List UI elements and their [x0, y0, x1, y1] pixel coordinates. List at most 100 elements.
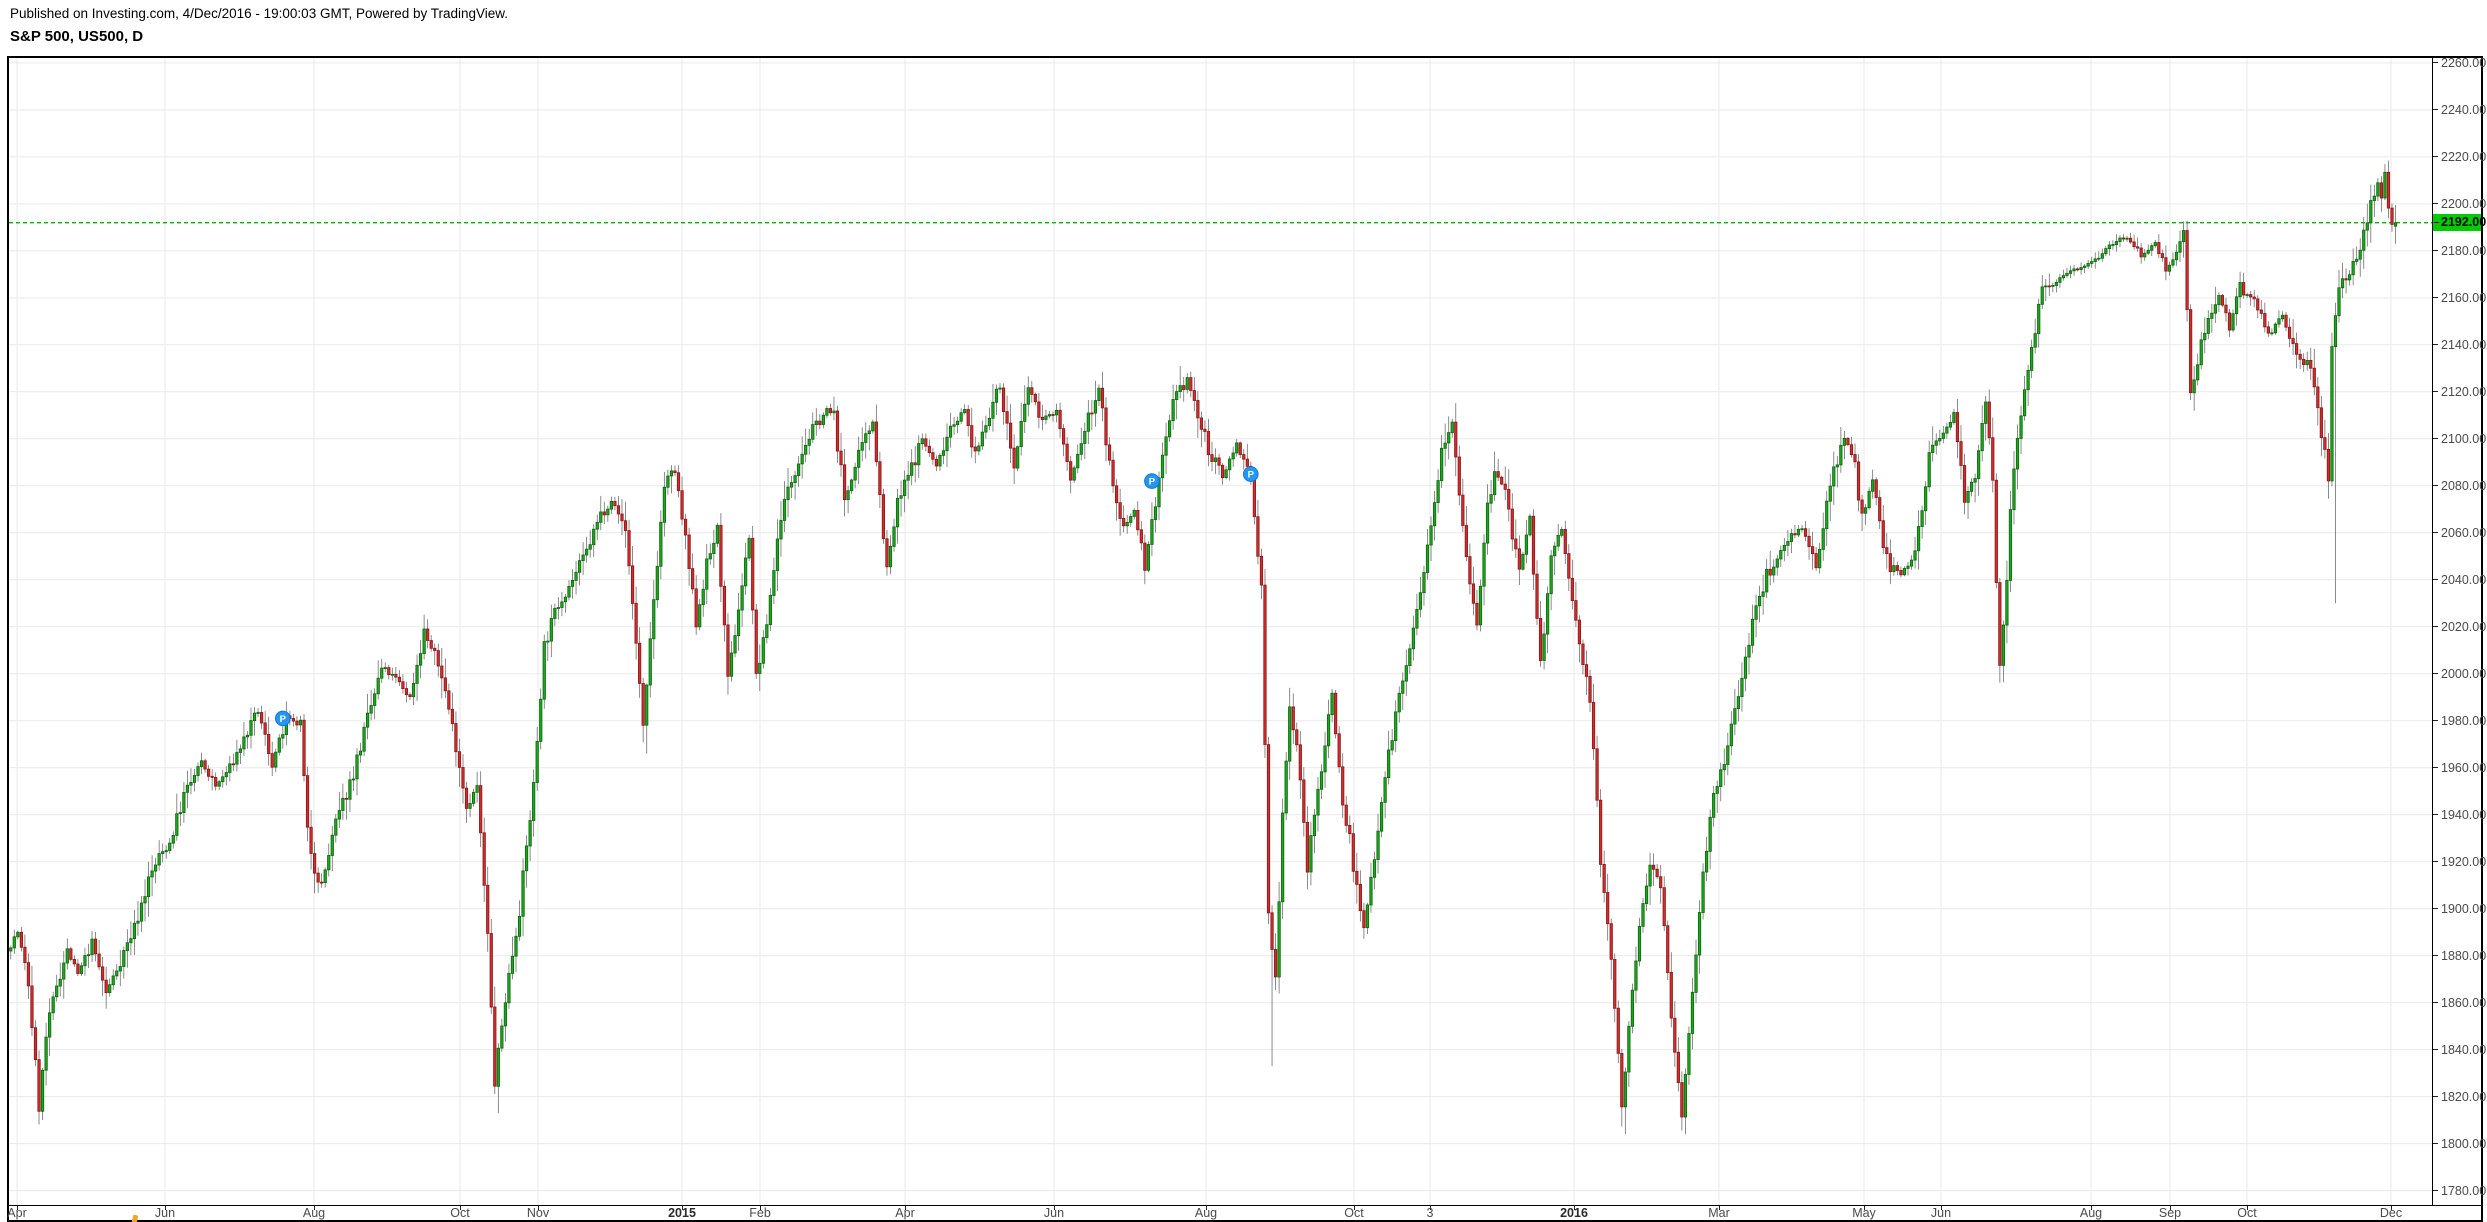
price-tick: [2433, 344, 2438, 346]
price-tick: [2433, 861, 2438, 863]
time-tick: [1719, 1206, 1720, 1210]
time-tick: [165, 1206, 166, 1210]
price-tick: [2433, 532, 2438, 534]
event-marker-label: P: [280, 714, 287, 725]
price-tick-label: 2000.00: [2441, 666, 2487, 681]
time-tick-label: Oct: [450, 1206, 470, 1220]
price-tick-label: 1940.00: [2441, 807, 2487, 822]
price-tick: [2433, 579, 2438, 581]
time-tick: [2091, 1206, 2092, 1210]
time-tick-label: Aug: [302, 1206, 326, 1220]
last-price-tick: [2434, 222, 2439, 224]
time-tick: [760, 1206, 761, 1210]
price-tick-label: 2240.00: [2441, 102, 2487, 117]
price-tick-label: 2020.00: [2441, 619, 2487, 634]
price-tick-label: 2140.00: [2441, 337, 2487, 352]
price-tick-label: 2080.00: [2441, 478, 2487, 493]
time-tick: [1054, 1206, 1055, 1210]
price-tick: [2433, 814, 2438, 816]
price-tick-label: 2120.00: [2441, 384, 2487, 399]
price-tick-label: 2060.00: [2441, 525, 2487, 540]
price-tick: [2433, 1002, 2438, 1004]
time-tick-label: Apr: [895, 1206, 915, 1220]
time-tick-label: Jun: [154, 1206, 176, 1220]
time-tick-label: Sep: [2158, 1206, 2182, 1220]
time-tick: [1574, 1206, 1575, 1210]
chart-frame: P P P 2192.00 1780.00 1800.00 1820.00 1840.00…: [7, 56, 2486, 1222]
price-tick-label: 1880.00: [2441, 948, 2487, 963]
time-tick-label: 2016: [1560, 1206, 1588, 1220]
price-tick-label: 1780.00: [2441, 1183, 2487, 1198]
time-axis[interactable]: Apr Jun Aug Oct Nov 2015 Feb Apr Jun Aug Oct 3 2016 M…: [7, 1205, 2481, 1220]
time-tick-label: Jun: [1930, 1206, 1952, 1220]
time-tick: [2247, 1206, 2248, 1210]
time-tick: [1864, 1206, 1865, 1210]
event-marker-label: P: [1149, 477, 1156, 488]
price-tick: [2433, 156, 2438, 158]
price-tick: [2433, 955, 2438, 957]
event-marker[interactable]: P: [1243, 466, 1259, 482]
event-marker[interactable]: P: [1144, 473, 1160, 489]
time-tick-label: Apr: [7, 1206, 27, 1220]
price-tick: [2433, 626, 2438, 628]
time-tick-label: 2015: [668, 1206, 696, 1220]
logo-text: Investing: [33, 1214, 148, 1222]
investingcom-logo[interactable]: Investing.com: [33, 1214, 197, 1222]
chart-plot[interactable]: P P P: [9, 58, 2433, 1205]
time-tick: [905, 1206, 906, 1210]
price-tick-label: 2040.00: [2441, 572, 2487, 587]
price-tick: [2433, 908, 2438, 910]
time-tick-label: Aug: [2079, 1206, 2103, 1220]
time-tick-label: Oct: [1344, 1206, 1364, 1220]
price-tick: [2433, 1143, 2438, 1145]
time-tick: [1430, 1206, 1431, 1210]
price-tick: [2433, 297, 2438, 299]
price-tick: [2433, 485, 2438, 487]
price-tick: [2433, 1190, 2438, 1192]
time-tick-label: May: [1852, 1206, 1876, 1220]
price-tick: [2433, 720, 2438, 722]
candles-layer[interactable]: [9, 160, 2398, 1135]
price-tick-label: 2100.00: [2441, 431, 2487, 446]
chart-canvas[interactable]: P P P: [9, 58, 2432, 1205]
price-tick-label: 1980.00: [2441, 713, 2487, 728]
event-marker[interactable]: P: [275, 710, 291, 727]
price-tick-label: 1960.00: [2441, 760, 2487, 775]
grid-layer: [9, 58, 2432, 1205]
time-tick-label: Jun: [1043, 1206, 1065, 1220]
price-tick-label: 1900.00: [2441, 901, 2487, 916]
time-tick-label: Mar: [1708, 1206, 1730, 1220]
time-tick: [17, 1206, 18, 1210]
time-tick: [2170, 1206, 2171, 1210]
price-tick: [2433, 203, 2438, 205]
price-tick: [2433, 109, 2438, 111]
price-tick: [2433, 767, 2438, 769]
price-tick-label: 1820.00: [2441, 1089, 2487, 1104]
event-markers-layer[interactable]: P P P: [275, 466, 1259, 727]
time-tick-label: Aug: [1194, 1206, 1218, 1220]
price-axis[interactable]: 2192.00 1780.00 1800.00 1820.00 1840.00 1860…: [2433, 56, 2486, 1205]
last-price-value: 2192.00: [2441, 215, 2487, 230]
price-tick: [2433, 673, 2438, 675]
symbol-title: S&P 500, US500, D: [10, 28, 144, 45]
price-tick-label: 1920.00: [2441, 854, 2487, 869]
price-tick: [2433, 1096, 2438, 1098]
price-tick: [2433, 438, 2438, 440]
time-tick: [2391, 1206, 2392, 1210]
time-tick-label: Nov: [526, 1206, 550, 1220]
time-tick-label: Oct: [2237, 1206, 2257, 1220]
price-tick: [2433, 1049, 2438, 1051]
time-tick: [1941, 1206, 1942, 1210]
time-tick: [314, 1206, 315, 1210]
time-tick: [460, 1206, 461, 1210]
price-tick-label: 1840.00: [2441, 1042, 2487, 1057]
price-tick: [2433, 391, 2438, 393]
time-tick: [1206, 1206, 1207, 1210]
time-tick-label: Feb: [749, 1206, 771, 1220]
price-tick-label: 1860.00: [2441, 995, 2487, 1010]
price-tick-label: 1800.00: [2441, 1136, 2487, 1151]
price-tick-label: 2200.00: [2441, 196, 2487, 211]
price-tick-label: 2260.00: [2441, 55, 2487, 70]
time-tick: [538, 1206, 539, 1210]
